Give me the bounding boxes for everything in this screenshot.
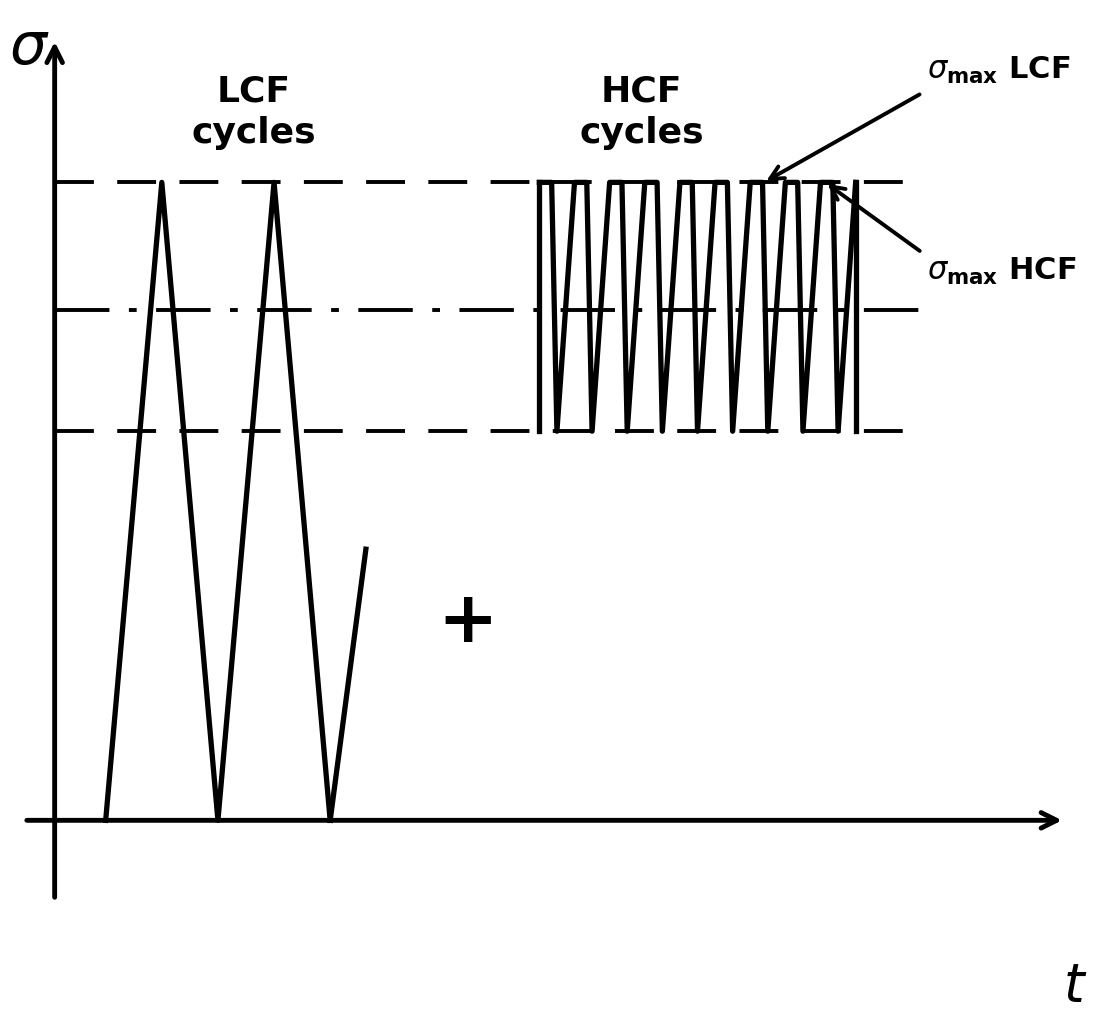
Text: $t$: $t$: [1063, 961, 1087, 1010]
Text: +: +: [438, 588, 498, 658]
Text: HCF
cycles: HCF cycles: [579, 75, 704, 149]
Text: LCF
cycles: LCF cycles: [192, 75, 316, 149]
Text: $\sigma_{\mathbf{max}}$ LCF: $\sigma_{\mathbf{max}}$ LCF: [927, 56, 1070, 86]
Text: $\sigma_{\mathbf{max}}$ HCF: $\sigma_{\mathbf{max}}$ HCF: [927, 257, 1076, 287]
Text: $\sigma$: $\sigma$: [9, 20, 49, 77]
